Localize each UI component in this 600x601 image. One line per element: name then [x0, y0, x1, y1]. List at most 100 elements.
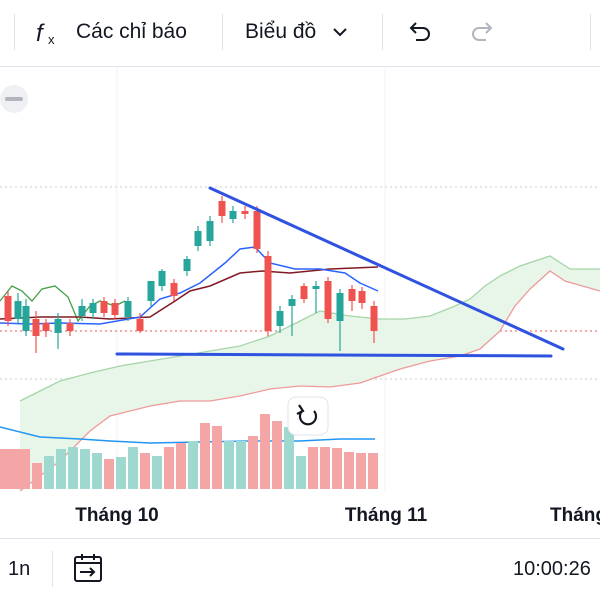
clock-time: 10:00:26: [513, 557, 591, 580]
chart-type-label: Biểu đồ: [245, 20, 317, 43]
calendar-arrow-icon: [72, 552, 106, 586]
candle-body: [4, 296, 12, 321]
volume-bar: [224, 441, 234, 489]
clock[interactable]: 10:00:26: [513, 551, 591, 587]
volume-bar: [188, 441, 198, 489]
volume-bar: [200, 423, 210, 489]
indicators-button[interactable]: f x Các chỉ báo: [34, 14, 187, 50]
chart-type-button[interactable]: Biểu đồ: [245, 14, 350, 50]
candle-body: [66, 323, 74, 331]
volume-bar: [56, 449, 66, 489]
candle-body: [358, 291, 366, 303]
volume-bar: [284, 427, 294, 489]
time-axis: Tháng 10 Tháng 11 Tháng: [75, 505, 600, 526]
redo-button[interactable]: [468, 14, 498, 50]
descending-trendline: [208, 186, 565, 351]
toolbar-divider: [222, 14, 223, 50]
candle-body: [100, 301, 108, 313]
volume-bar: [236, 441, 246, 489]
ichimoku-cloud: [19, 255, 600, 492]
lead-span-b: [19, 270, 600, 492]
time-label-nov: Tháng 11: [345, 505, 428, 526]
date-range-button[interactable]: [72, 551, 106, 587]
volume-bar: [152, 456, 162, 489]
top-toolbar: f x Các chỉ báo Biểu đồ: [0, 0, 600, 62]
candle-body: [147, 281, 155, 301]
base-line: [0, 266, 379, 320]
volume-bar: [212, 426, 222, 489]
candle-body: [218, 201, 226, 216]
volume-bar: [128, 447, 138, 489]
candle-body: [276, 311, 284, 326]
reset-chart-button[interactable]: [287, 396, 329, 436]
candle-body: [312, 286, 320, 289]
candle-body: [32, 319, 40, 336]
volume-bars: [0, 414, 378, 489]
candle-body: [229, 211, 237, 219]
svg-text:x: x: [48, 32, 55, 47]
volume-bar: [80, 449, 90, 489]
candle-body: [158, 271, 166, 286]
volume-bar: [248, 436, 258, 489]
volume-ma: [0, 426, 375, 444]
undo-button[interactable]: [404, 14, 434, 50]
rotate-icon: [296, 404, 318, 426]
candle-body: [370, 306, 378, 331]
interval-button[interactable]: 1n: [8, 551, 30, 587]
time-label-next: Tháng: [550, 505, 600, 526]
volume-bar: [260, 414, 270, 489]
candle-body: [170, 283, 178, 296]
fx-icon: f x: [34, 17, 64, 47]
volume-bar: [164, 447, 174, 489]
volume-bar: [140, 453, 150, 489]
candlesticks: [4, 196, 378, 353]
candle-body: [124, 301, 132, 317]
conversion-line: [0, 246, 379, 325]
svg-text:f: f: [36, 20, 45, 47]
volume-bar: [44, 456, 54, 489]
candle-body: [54, 319, 62, 333]
chevron-down-icon: [330, 22, 350, 42]
volume-bar: [332, 448, 342, 489]
bottom-toolbar: 1n 10:00:26: [0, 538, 600, 601]
minus-icon: [5, 97, 23, 101]
redo-icon: [468, 17, 498, 47]
toolbar-divider: [590, 14, 591, 50]
undo-icon: [404, 17, 434, 47]
volume-bar: [320, 447, 330, 489]
support-trendline: [115, 352, 553, 358]
volume-bar: [10, 449, 20, 489]
volume-bar: [68, 447, 78, 489]
volume-bar: [32, 463, 42, 489]
candle-body: [336, 293, 344, 321]
candle-body: [264, 256, 272, 331]
volume-bar: [104, 459, 114, 489]
volume-bar: [308, 447, 318, 489]
interval-label: 1n: [8, 557, 31, 580]
candle-body: [22, 306, 30, 331]
volume-bar: [272, 421, 282, 489]
chart-area[interactable]: Tháng 10 Tháng 11 Tháng: [0, 66, 600, 539]
candle-body: [253, 211, 261, 249]
collapse-button[interactable]: [0, 85, 28, 113]
volume-bar: [116, 457, 126, 489]
volume-bar: [20, 449, 30, 489]
candle-body: [300, 286, 308, 299]
candle-body: [78, 306, 86, 316]
volume-bar: [92, 453, 102, 489]
footer-divider: [52, 551, 53, 587]
volume-bar: [344, 452, 354, 489]
candle-body: [348, 289, 356, 301]
price-chart[interactable]: Tháng 10 Tháng 11 Tháng: [0, 67, 600, 539]
candle-body: [89, 303, 97, 313]
time-label-oct: Tháng 10: [75, 505, 158, 526]
candle-body: [288, 299, 296, 306]
volume-bar: [356, 453, 366, 489]
volume-bar: [296, 456, 306, 489]
candle-body: [111, 303, 119, 315]
volume-bar: [0, 449, 10, 489]
candle-body: [194, 231, 202, 246]
candle-body: [324, 281, 332, 319]
volume-bar: [176, 443, 186, 489]
triangle-drawing[interactable]: [115, 186, 565, 358]
